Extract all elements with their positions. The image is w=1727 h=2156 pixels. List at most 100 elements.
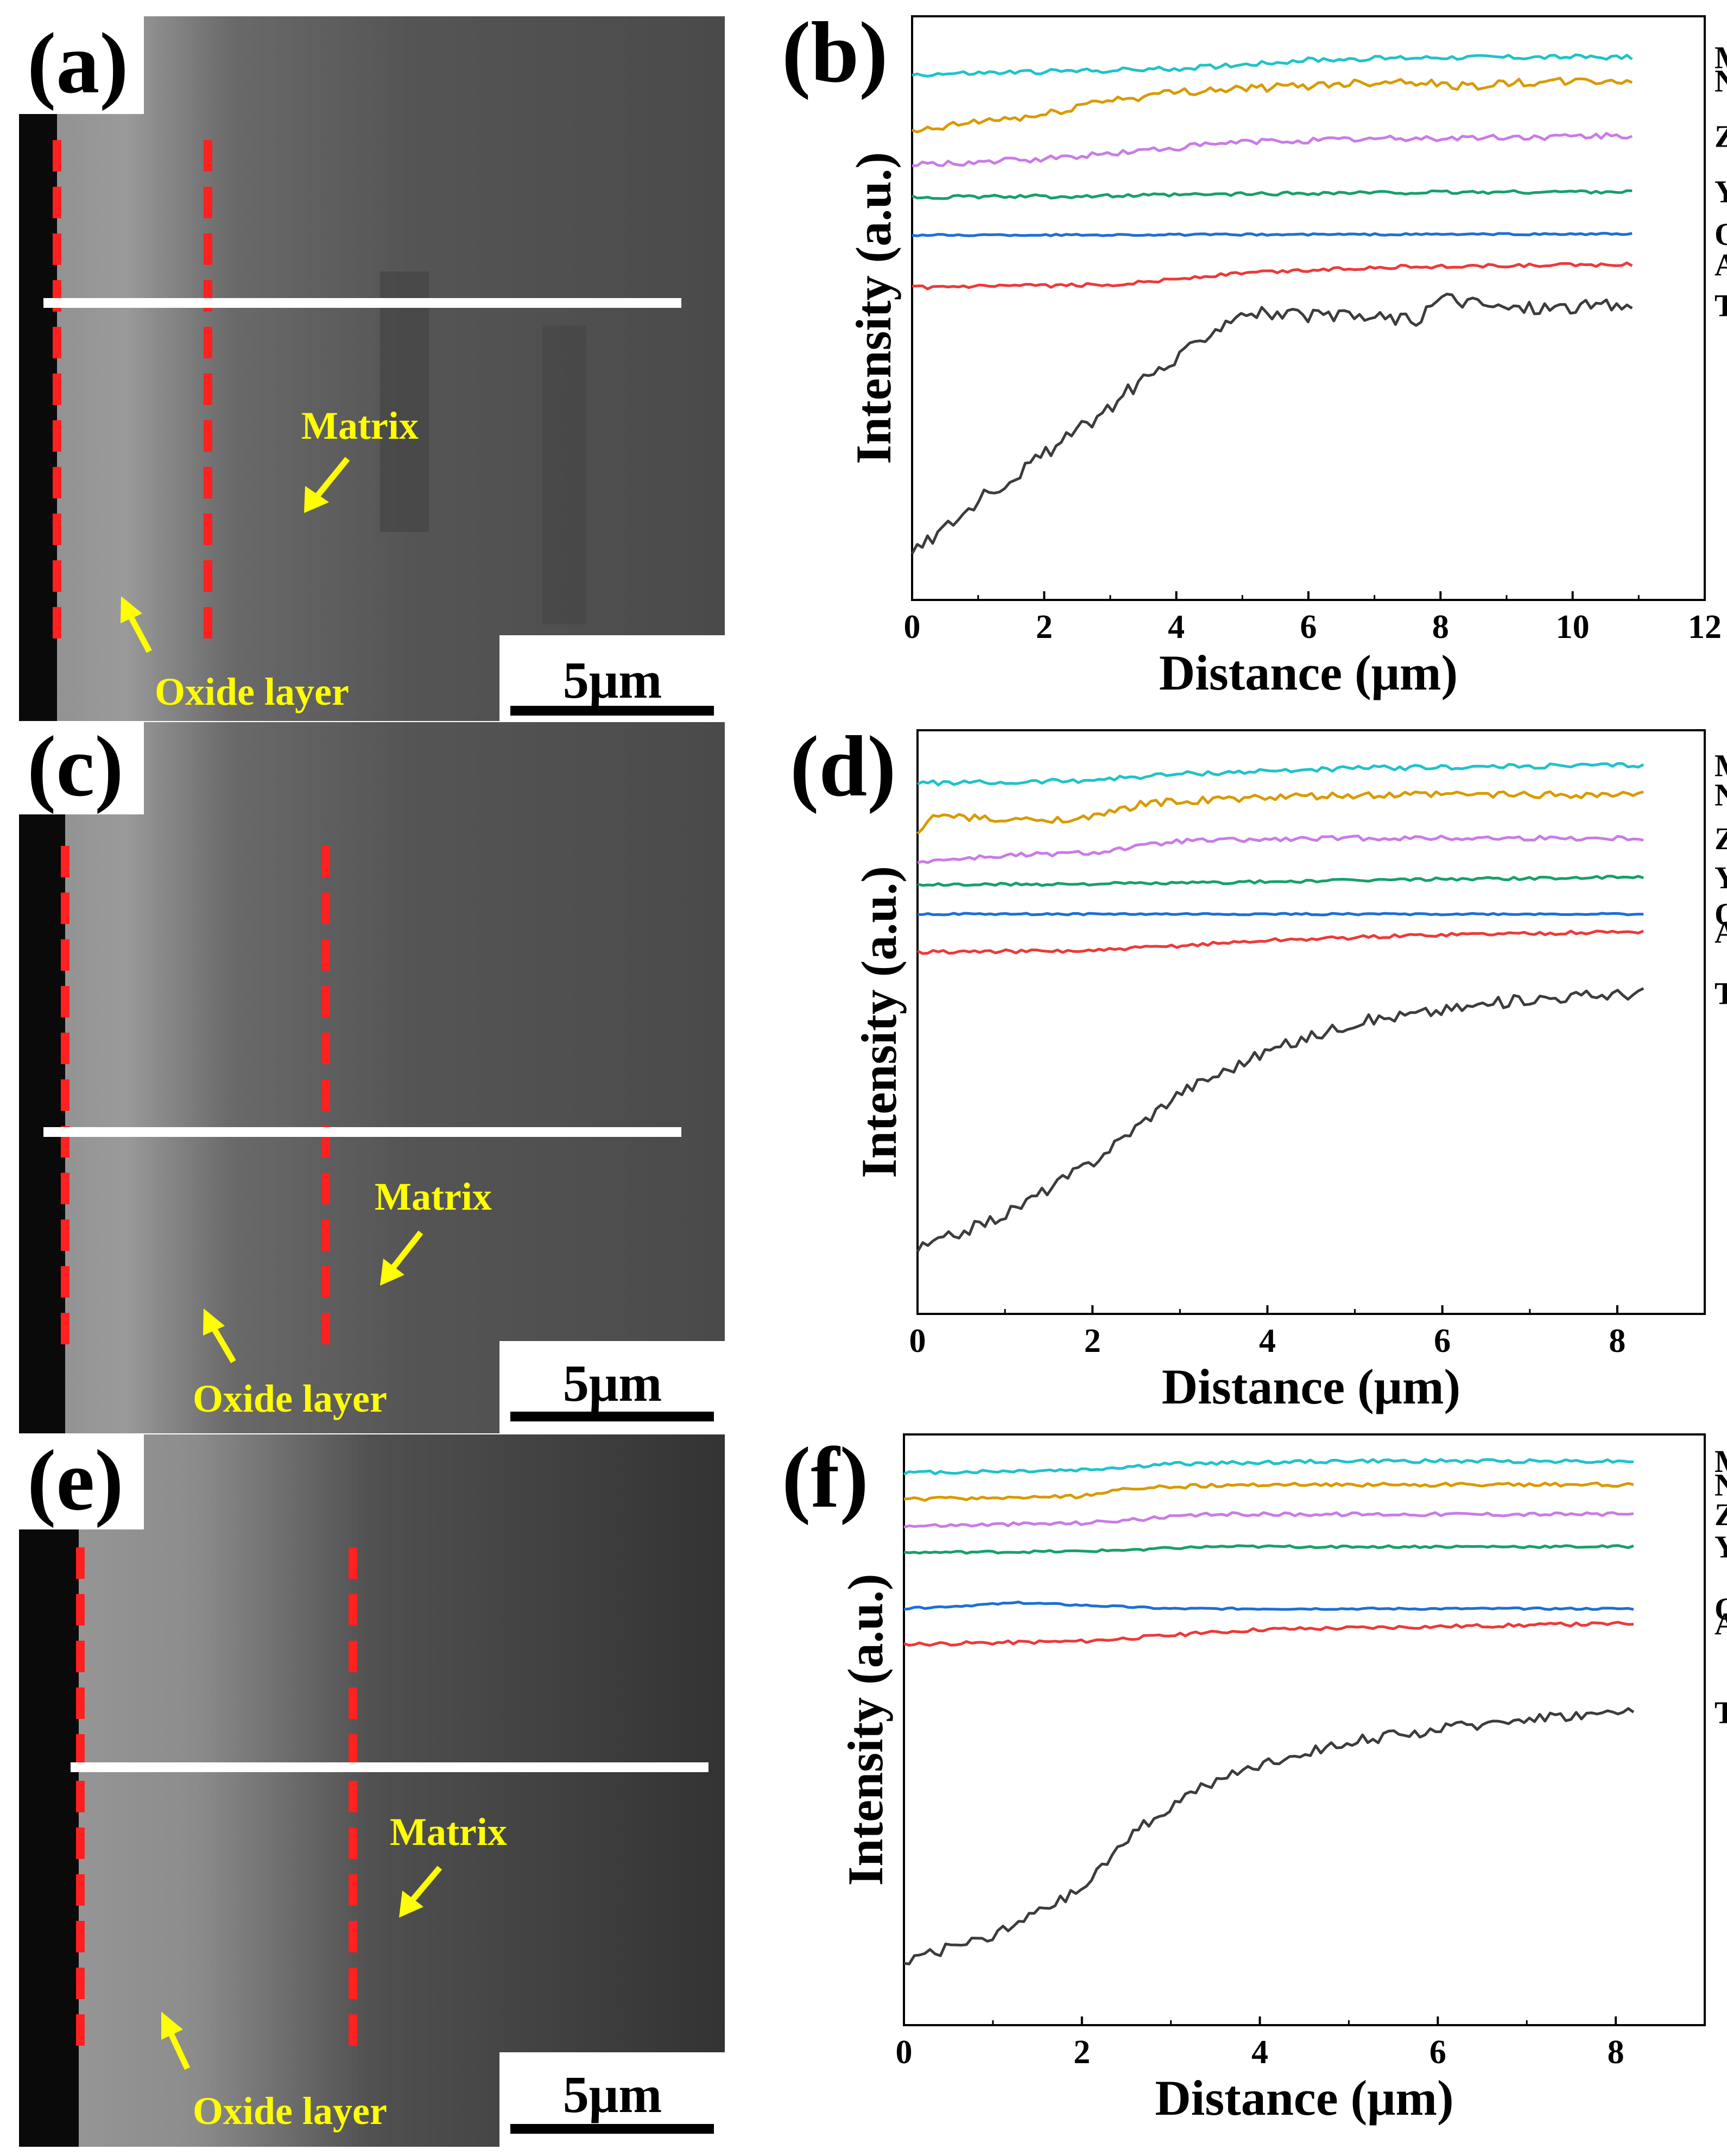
series-label-nb: Nb: [1715, 777, 1727, 812]
matrix-label: Matrix: [301, 404, 419, 447]
series-line-zr: [903, 1511, 1634, 1529]
series-label-zr: Zr: [1715, 821, 1727, 856]
series-line-ti: [910, 293, 1633, 555]
series-line-y: [911, 189, 1633, 200]
x-axis-label: Distance (μm): [1159, 645, 1458, 700]
x-tick-label: 0: [896, 2034, 913, 2071]
series-label-mo: Mo: [1715, 40, 1727, 75]
panel-label-e: (e): [27, 1432, 124, 1528]
series-label-ti: Ti: [1715, 1695, 1727, 1730]
series-line-o: [903, 1601, 1634, 1611]
series-line-al: [903, 1621, 1634, 1647]
x-tick-label: 8: [1432, 609, 1449, 646]
x-tick-label: 10: [1556, 609, 1590, 646]
series-label-o: O: [1715, 897, 1727, 932]
series-line-ti: [903, 1707, 1635, 1965]
scale-bar-label: 5μm: [563, 1354, 662, 1412]
series-label-ti: Ti: [1715, 288, 1727, 323]
matrix-arrowhead: [380, 1259, 404, 1286]
matrix-arrow: [407, 1866, 442, 1905]
series-line-ti: [916, 987, 1644, 1253]
x-tick-label: 0: [904, 609, 921, 646]
matrix-label: Matrix: [375, 1175, 492, 1218]
series-label-y: Y: [1715, 860, 1727, 895]
series-line-y: [903, 1544, 1634, 1555]
x-tick-label: 6: [1300, 609, 1317, 646]
chart-b-plot: 0 2 4 6 8 10 12 Distance (μm) Intensity (a.u.) Mo…: [846, 15, 1727, 700]
series-label-nb: Nb: [1715, 1467, 1727, 1502]
oxide-layer-label: Oxide layer: [193, 1377, 387, 1420]
sem-panel-c: (c) Matrix Oxide layer 5μm: [19, 718, 725, 1433]
x-tick-label: 2: [1073, 2034, 1090, 2071]
series-line-nb: [912, 77, 1633, 134]
series-line-zr: [917, 834, 1644, 864]
series-line-al: [916, 930, 1644, 955]
panel-label-b: (b): [782, 4, 888, 100]
series-label-nb: Nb: [1715, 63, 1727, 98]
chart-panel-b: (b) 0 2 4 6 8 10 12 Distance (μm) Intensity (a.u…: [782, 4, 1727, 700]
series-label-zr: Zr: [1715, 1497, 1727, 1532]
scale-bar-label: 5μm: [563, 2065, 662, 2123]
series-label-y: Y: [1715, 1529, 1727, 1565]
series-line-y: [917, 875, 1644, 887]
x-tick-label: 6: [1429, 2034, 1446, 2071]
x-tick-label: 2: [1084, 1323, 1101, 1360]
oxide-arrowhead: [203, 1308, 225, 1336]
series-label-zr: Zr: [1715, 118, 1727, 154]
x-tick-label: 8: [1609, 1323, 1625, 1360]
panel-label-c: (c): [27, 718, 124, 814]
series-line-nb: [903, 1481, 1634, 1502]
oxide-layer-label: Oxide layer: [155, 670, 349, 713]
oxide-layer-label: Oxide layer: [193, 2089, 387, 2133]
oxide-arrowhead: [161, 2012, 183, 2040]
x-tick-label: 8: [1608, 2034, 1624, 2071]
series-line-mo: [912, 53, 1633, 78]
plot-frame: [903, 1433, 1706, 2026]
chart-panel-f: (f) 0 2 4 6 8 Distance (μm) Intensity (a.u.) Mo…: [782, 1429, 1727, 2126]
scale-bar: [510, 706, 714, 716]
series-label-mo: Mo: [1715, 1444, 1727, 1479]
oxide-arrowhead: [121, 596, 142, 623]
x-tick-label: 2: [1036, 609, 1053, 646]
matrix-arrowhead: [304, 486, 329, 513]
series-line-al: [912, 261, 1633, 290]
series-label-o: O: [1715, 1591, 1727, 1627]
chart-f-plot: 0 2 4 6 8 Distance (μm) Intensity (a.u.) MoNbZr…: [838, 1433, 1727, 2126]
panel-label-a: (a): [27, 15, 129, 111]
series-label-o: O: [1715, 217, 1727, 252]
series-label-ti: Ti: [1715, 976, 1727, 1011]
panel-label-f: (f): [782, 1429, 869, 1526]
plot-frame: [916, 729, 1706, 1315]
panel-label-d: (d): [790, 718, 896, 814]
scale-bar-label: 5μm: [563, 651, 662, 709]
scale-bar: [510, 2124, 714, 2134]
x-tick-label: 4: [1251, 2034, 1268, 2071]
scale-bar: [510, 1412, 714, 1421]
y-axis-label: Intensity (a.u.): [838, 1573, 893, 1886]
oxide-arrow: [209, 1323, 236, 1363]
series-label-y: Y: [1715, 174, 1727, 210]
matrix-label: Matrix: [390, 1810, 507, 1854]
series-line-mo: [903, 1458, 1634, 1476]
x-axis-label: Distance (μm): [1155, 2070, 1453, 2126]
series-line-zr: [912, 132, 1633, 167]
matrix-arrow: [388, 1230, 423, 1273]
series-label-al: Al: [1715, 247, 1727, 282]
sem-panel-a: (a) Matrix Oxide layer 5μm: [19, 15, 725, 721]
series-label-mo: Mo: [1715, 748, 1727, 783]
x-axis-label: Distance (μm): [1162, 1359, 1460, 1414]
series-line-mo: [916, 762, 1644, 787]
series-line-o: [917, 912, 1644, 916]
series-line-o: [912, 232, 1633, 237]
x-tick-label: 6: [1434, 1323, 1451, 1360]
series-label-al: Al: [1715, 1606, 1727, 1641]
series-line-nb: [916, 790, 1644, 835]
matrix-arrowhead: [399, 1891, 423, 1918]
chart-d-plot: 0 2 4 6 8 Distance (μm) Intensity (a.u.) MoNb Zr…: [851, 729, 1727, 1414]
y-axis-label: Intensity (a.u.): [846, 152, 901, 464]
y-axis-label: Intensity (a.u.): [851, 866, 907, 1178]
x-tick-label: 12: [1688, 609, 1722, 646]
chart-panel-d: (d) 0 2 4 6 8 Distance (μm) Intensity (a.u.) Mo…: [790, 718, 1727, 1414]
series-label-al: Al: [1715, 914, 1727, 950]
